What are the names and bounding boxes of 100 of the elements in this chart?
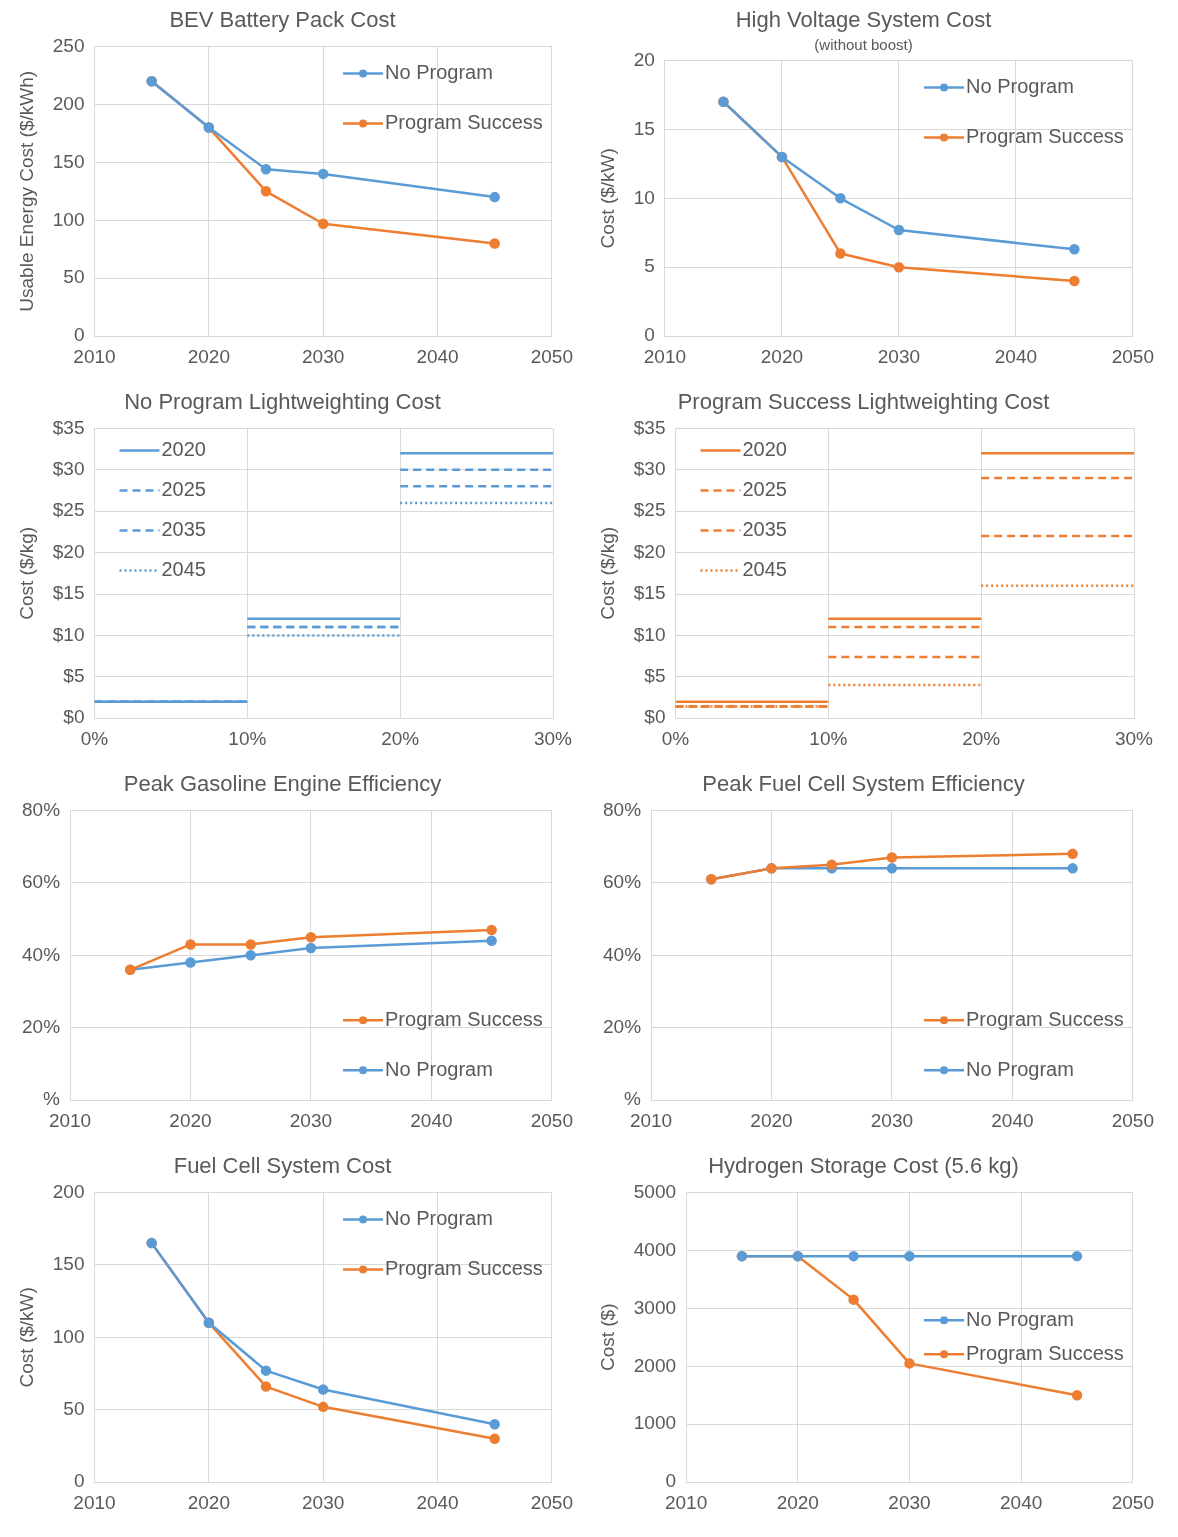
y-tick-label: 60%: [22, 871, 61, 893]
x-tick-label: 2010: [73, 345, 116, 367]
x-tick-label: 30%: [533, 727, 573, 749]
chart-title: Hydrogen Storage Cost (5.6 kg): [708, 1153, 1019, 1179]
y-tick-label: 20%: [22, 1015, 61, 1037]
y-tick-label: 0: [73, 324, 85, 346]
y-tick-label: 5000: [633, 1180, 677, 1202]
legend-label: 2045: [161, 557, 206, 580]
x-tick-label: 20%: [381, 727, 420, 749]
x-tick-label: 2050: [530, 345, 574, 367]
legend-label: No Program: [385, 1206, 493, 1229]
y-axis-title: Cost ($/kg): [596, 526, 618, 620]
y-axis-title: Cost ($/kW): [596, 148, 618, 249]
x-tick-label: 2040: [416, 345, 459, 367]
y-tick-label: $15: [52, 582, 85, 604]
chart-title: Fuel Cell System Cost: [173, 1153, 392, 1179]
x-tick-label: 2050: [1111, 1491, 1155, 1513]
legend-label: 2045: [742, 557, 787, 580]
y-tick-label: 0: [665, 1470, 677, 1492]
y-tick-label: 2000: [633, 1354, 677, 1376]
y-tick-label: 20: [633, 48, 655, 70]
x-tick-label: 2010: [629, 1109, 673, 1131]
x-tick-label: 2030: [302, 345, 345, 367]
y-tick-label: 80%: [603, 798, 642, 820]
y-tick-label: 5: [644, 255, 655, 277]
y-tick-label: $10: [633, 623, 666, 645]
x-tick-label: 10%: [809, 727, 848, 749]
x-tick-label: 20%: [962, 727, 1001, 749]
y-axis-title: Cost ($/kW): [15, 1287, 37, 1388]
legend-label: No Program: [966, 1307, 1074, 1330]
chart-title: No Program Lightweighting Cost: [124, 389, 441, 415]
y-tick-label: $0: [644, 706, 666, 728]
legend-label: Program Success: [385, 1007, 543, 1030]
x-tick-label: 2040: [410, 1109, 453, 1131]
x-tick-label: 2030: [302, 1491, 345, 1513]
legend-label: 2020: [161, 437, 206, 460]
y-tick-label: $20: [633, 540, 666, 562]
x-tick-label: 0%: [661, 727, 690, 749]
x-tick-label: 2040: [1000, 1491, 1043, 1513]
y-tick-label: $20: [52, 540, 85, 562]
x-tick-label: 2010: [664, 1491, 708, 1513]
x-tick-label: 10%: [228, 727, 267, 749]
legend-label: No Program: [966, 1057, 1074, 1080]
x-tick-label: 2020: [760, 345, 804, 367]
y-tick-label: $25: [52, 499, 85, 521]
x-tick-label: 2040: [991, 1109, 1034, 1131]
chart-title: Program Success Lightweighting Cost: [677, 389, 1050, 415]
y-tick-label: 0: [73, 1470, 85, 1492]
y-axis-title: Usable Energy Cost ($/kWh): [15, 70, 37, 312]
y-tick-label: $30: [633, 458, 666, 480]
y-tick-label: 50: [63, 266, 85, 288]
y-tick-label: 10: [633, 186, 655, 208]
x-tick-label: 2050: [1111, 1109, 1155, 1131]
y-tick-label: 200: [52, 1180, 85, 1202]
legend-label: Program Success: [966, 1007, 1124, 1030]
legend-label: Program Success: [966, 124, 1124, 147]
x-tick-label: 2020: [187, 1491, 230, 1513]
y-tick-label: 100: [52, 1325, 85, 1347]
chart-title: Peak Gasoline Engine Efficiency: [123, 771, 442, 797]
y-tick-label: %: [624, 1088, 642, 1110]
x-tick-label: 2010: [643, 345, 687, 367]
x-tick-label: 2040: [994, 345, 1038, 367]
legend-label: 2025: [161, 477, 206, 500]
legend-label: No Program: [966, 74, 1074, 97]
y-tick-label: 0: [644, 324, 655, 346]
y-tick-label: 1000: [633, 1412, 677, 1434]
y-tick-label: 100: [52, 208, 85, 230]
legend-label: 2035: [161, 517, 206, 540]
legend-label: Program Success: [385, 110, 543, 133]
y-tick-label: 200: [52, 92, 85, 114]
y-tick-label: $5: [644, 665, 666, 687]
x-tick-label: 2010: [73, 1491, 116, 1513]
y-tick-label: $0: [63, 706, 85, 728]
y-tick-label: 60%: [603, 871, 642, 893]
x-tick-label: 2020: [169, 1109, 212, 1131]
x-tick-label: 2020: [187, 345, 230, 367]
y-tick-label: 40%: [22, 943, 61, 965]
legend-label: 2020: [742, 437, 787, 460]
chart-title: Peak Fuel Cell System Efficiency: [702, 771, 1025, 797]
y-tick-label: 150: [52, 1253, 85, 1275]
y-tick-label: $10: [52, 623, 85, 645]
y-tick-label: 80%: [22, 798, 61, 820]
y-tick-label: 15: [633, 117, 655, 139]
legend-label: No Program: [385, 60, 493, 83]
legend-label: No Program: [385, 1057, 493, 1080]
x-tick-label: 2020: [750, 1109, 793, 1131]
y-axis-title: Cost ($): [596, 1303, 618, 1372]
legend-label: Program Success: [966, 1341, 1124, 1364]
y-tick-label: 50: [63, 1397, 85, 1419]
x-tick-label: 2030: [877, 345, 921, 367]
y-tick-label: $25: [633, 499, 666, 521]
chart-subtitle: (without boost): [814, 35, 913, 53]
y-tick-label: %: [43, 1088, 61, 1110]
chart-title: High Voltage System Cost: [735, 7, 992, 33]
y-tick-label: 20%: [603, 1015, 642, 1037]
x-tick-label: 2010: [48, 1109, 92, 1131]
legend-label: 2025: [742, 477, 787, 500]
x-tick-label: 30%: [1114, 727, 1154, 749]
y-tick-label: 150: [52, 150, 85, 172]
x-tick-label: 2020: [776, 1491, 819, 1513]
